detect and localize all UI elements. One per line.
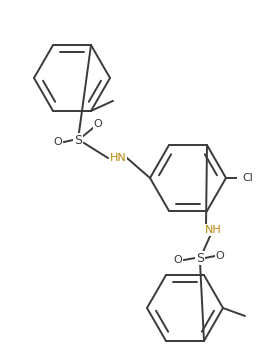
Text: O: O xyxy=(54,137,62,147)
Text: O: O xyxy=(94,119,102,129)
Text: HN: HN xyxy=(110,153,126,163)
Text: O: O xyxy=(174,255,182,265)
Text: NH: NH xyxy=(205,225,221,235)
Text: S: S xyxy=(74,133,82,146)
Text: S: S xyxy=(196,251,204,264)
Text: Cl: Cl xyxy=(242,173,253,183)
Text: O: O xyxy=(216,251,224,261)
